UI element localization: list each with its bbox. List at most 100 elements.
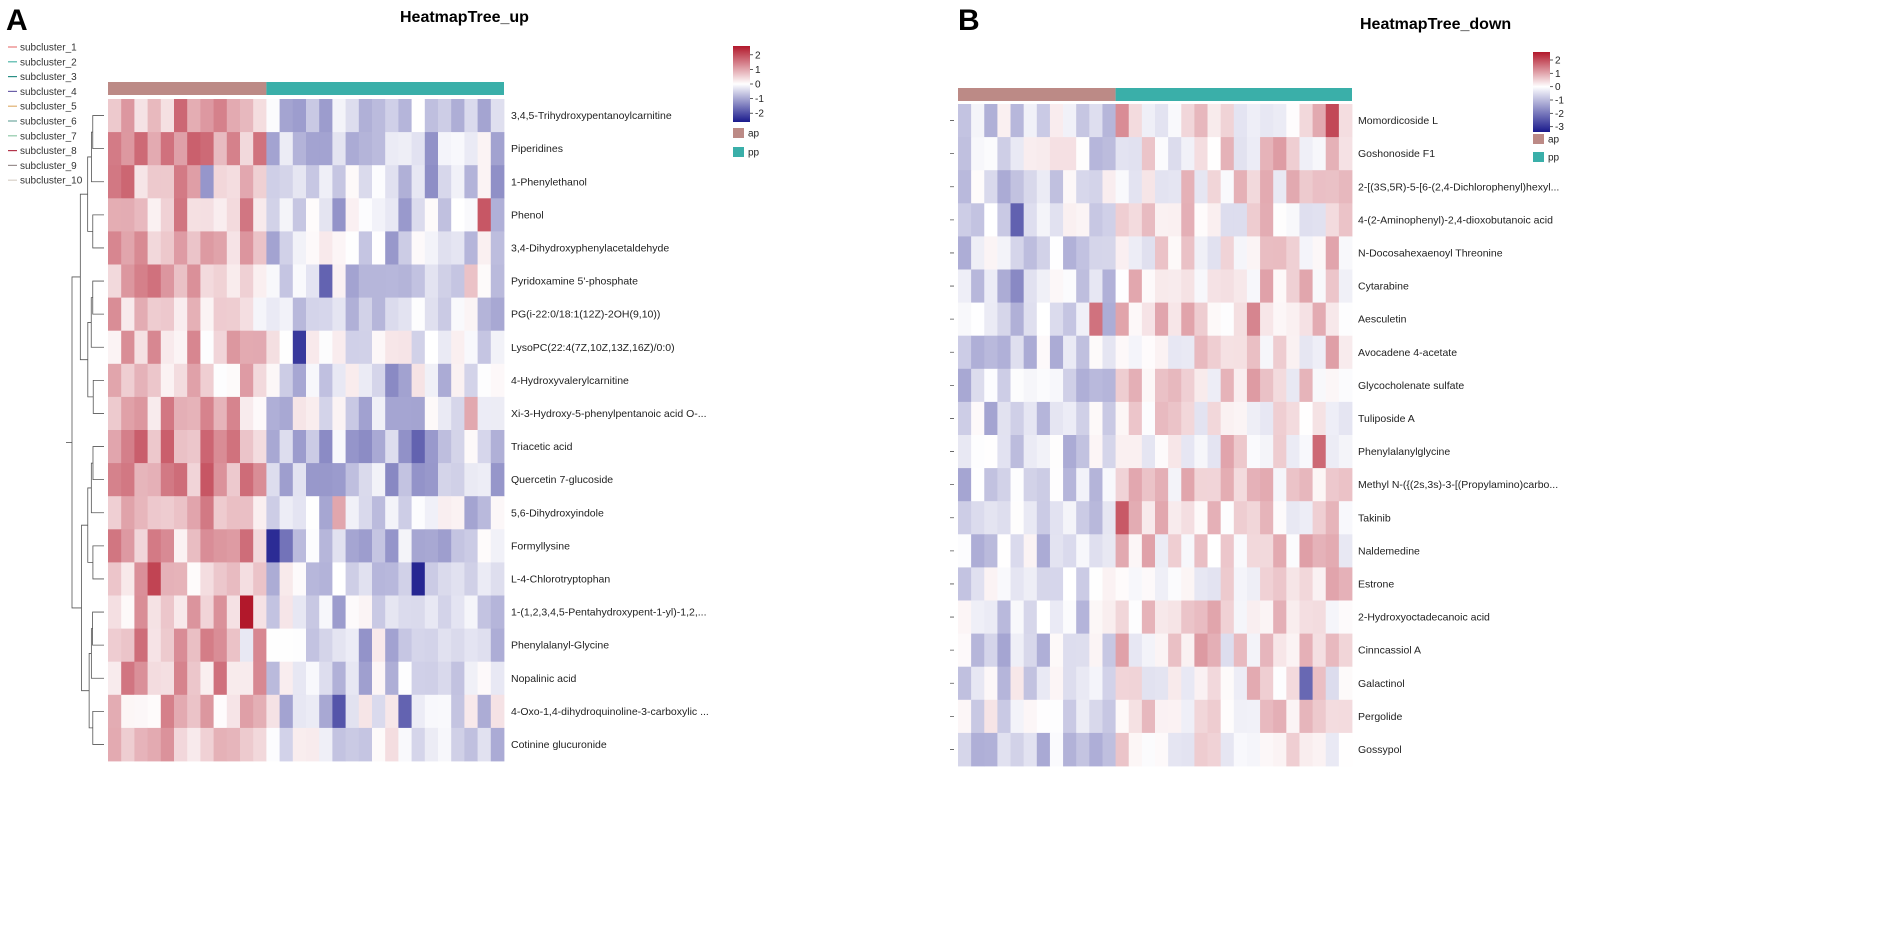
- heatmap-cell: [1194, 170, 1208, 204]
- heatmap-cell: [1089, 170, 1103, 204]
- heatmap-cell: [1168, 501, 1182, 535]
- heatmap-cell: [1089, 137, 1103, 171]
- heatmap-cell: [306, 529, 320, 563]
- heatmap-cell: [266, 99, 280, 133]
- heatmap-cell: [1299, 269, 1313, 303]
- heatmap-cell: [1233, 534, 1248, 568]
- heatmap-cell: [398, 430, 412, 464]
- heatmap-cell: [147, 231, 162, 265]
- heatmap-cell: [1076, 170, 1090, 204]
- heatmap-cell: [240, 396, 254, 431]
- heatmap-cell: [306, 264, 320, 298]
- heatmap-cell: [174, 165, 188, 199]
- heatmap-cell: [385, 595, 399, 629]
- heatmap-cell: [372, 430, 386, 464]
- heatmap-cell: [1181, 468, 1195, 502]
- heatmap-cell: [971, 401, 985, 436]
- heatmap-cell: [1260, 104, 1274, 138]
- heatmap-cell: [971, 104, 985, 138]
- heatmap-cell: [1089, 501, 1103, 535]
- color-scale-bar: [1533, 52, 1550, 132]
- heatmap-cell: [160, 132, 175, 166]
- row-label: Triacetic acid: [511, 441, 573, 453]
- heatmap-cell: [490, 363, 505, 398]
- heatmap-cell: [464, 661, 478, 696]
- heatmap-cell: [1155, 435, 1169, 469]
- heatmap-cell: [1102, 534, 1116, 568]
- heatmap-cell: [1338, 468, 1353, 502]
- heatmap-cell: [108, 264, 122, 298]
- heatmap-cell: [984, 368, 998, 403]
- heatmap-cell: [1299, 170, 1313, 204]
- heatmap-cell: [971, 368, 985, 403]
- heatmap-cell: [1299, 600, 1313, 634]
- heatmap-cell: [292, 264, 307, 298]
- heatmap-cell: [345, 430, 360, 464]
- heatmap-cell: [398, 661, 412, 696]
- heatmap-cell: [147, 529, 162, 563]
- heatmap-cell: [1260, 534, 1274, 568]
- heatmap-cell: [200, 99, 214, 133]
- heatmap-cell: [424, 562, 439, 596]
- heatmap-cell: [213, 463, 228, 497]
- panel-label-a: A: [6, 4, 28, 37]
- row-label: 2-[(3S,5R)-5-[6-(2,4-Dichlorophenyl)hexy…: [1358, 181, 1559, 193]
- dendrogram-branch: [950, 715, 954, 750]
- row-label: Gossypol: [1358, 744, 1402, 756]
- heatmap-cell: [1115, 699, 1130, 734]
- heatmap-cell: [279, 198, 294, 232]
- heatmap-cell: [438, 694, 452, 729]
- heatmap-cell: [1233, 468, 1248, 502]
- heatmap-cell: [1128, 203, 1143, 237]
- heatmap-cell: [411, 330, 426, 365]
- heatmap-cell: [200, 529, 214, 563]
- heatmap-cell: [997, 468, 1011, 502]
- heatmap-cell: [1338, 236, 1353, 270]
- heatmap-cell: [1207, 435, 1222, 469]
- heatmap-cell: [490, 463, 505, 497]
- heatmap-cell: [451, 330, 465, 365]
- heatmap-cell: [1246, 633, 1261, 668]
- heatmap-cell: [1141, 435, 1156, 469]
- heatmap-cell: [1194, 302, 1208, 337]
- heatmap-cell: [213, 297, 228, 332]
- heatmap-cell: [332, 727, 346, 762]
- heatmap-cell: [1128, 468, 1143, 502]
- heatmap-cell: [1338, 633, 1353, 668]
- heatmap-cell: [121, 132, 135, 166]
- heatmap-cell: [1010, 468, 1025, 502]
- heatmap-cell: [1102, 236, 1116, 270]
- heatmap-cell: [1325, 335, 1340, 370]
- heatmap-cell: [1207, 501, 1222, 535]
- heatmap-cell: [253, 396, 267, 431]
- heatmap-cell: [1220, 269, 1235, 303]
- heatmap-cell: [372, 99, 386, 133]
- heatmap-cell: [997, 534, 1011, 568]
- heatmap-cell: [385, 264, 399, 298]
- heatmap-cell: [226, 264, 241, 298]
- heatmap-cell: [1010, 534, 1025, 568]
- heatmap-cell: [1063, 633, 1077, 668]
- heatmap-cell: [1036, 170, 1051, 204]
- heatmap-cell: [958, 732, 972, 767]
- heatmap-cell: [1299, 534, 1313, 568]
- heatmap-cell: [1115, 302, 1130, 337]
- row-label: Estrone: [1358, 579, 1394, 591]
- heatmap-cell: [372, 132, 386, 166]
- heatmap-cell: [372, 297, 386, 332]
- heatmap-cell: [358, 595, 373, 629]
- heatmap-cell: [1325, 368, 1340, 403]
- heatmap-cell: [1155, 368, 1169, 403]
- heatmap-cell: [200, 694, 214, 729]
- heatmap-cell: [121, 529, 135, 563]
- heatmap-cell: [279, 264, 294, 298]
- heatmap-cell: [1312, 368, 1327, 403]
- heatmap-cell: [1312, 732, 1327, 767]
- heatmap-cell: [1010, 633, 1025, 668]
- heatmap-cell: [958, 633, 972, 668]
- heatmap-cell: [1312, 203, 1327, 237]
- heatmap-cell: [398, 496, 412, 530]
- heatmap-cell: [1168, 699, 1182, 734]
- heatmap-cell: [1194, 567, 1208, 601]
- heatmap-cell: [213, 694, 228, 729]
